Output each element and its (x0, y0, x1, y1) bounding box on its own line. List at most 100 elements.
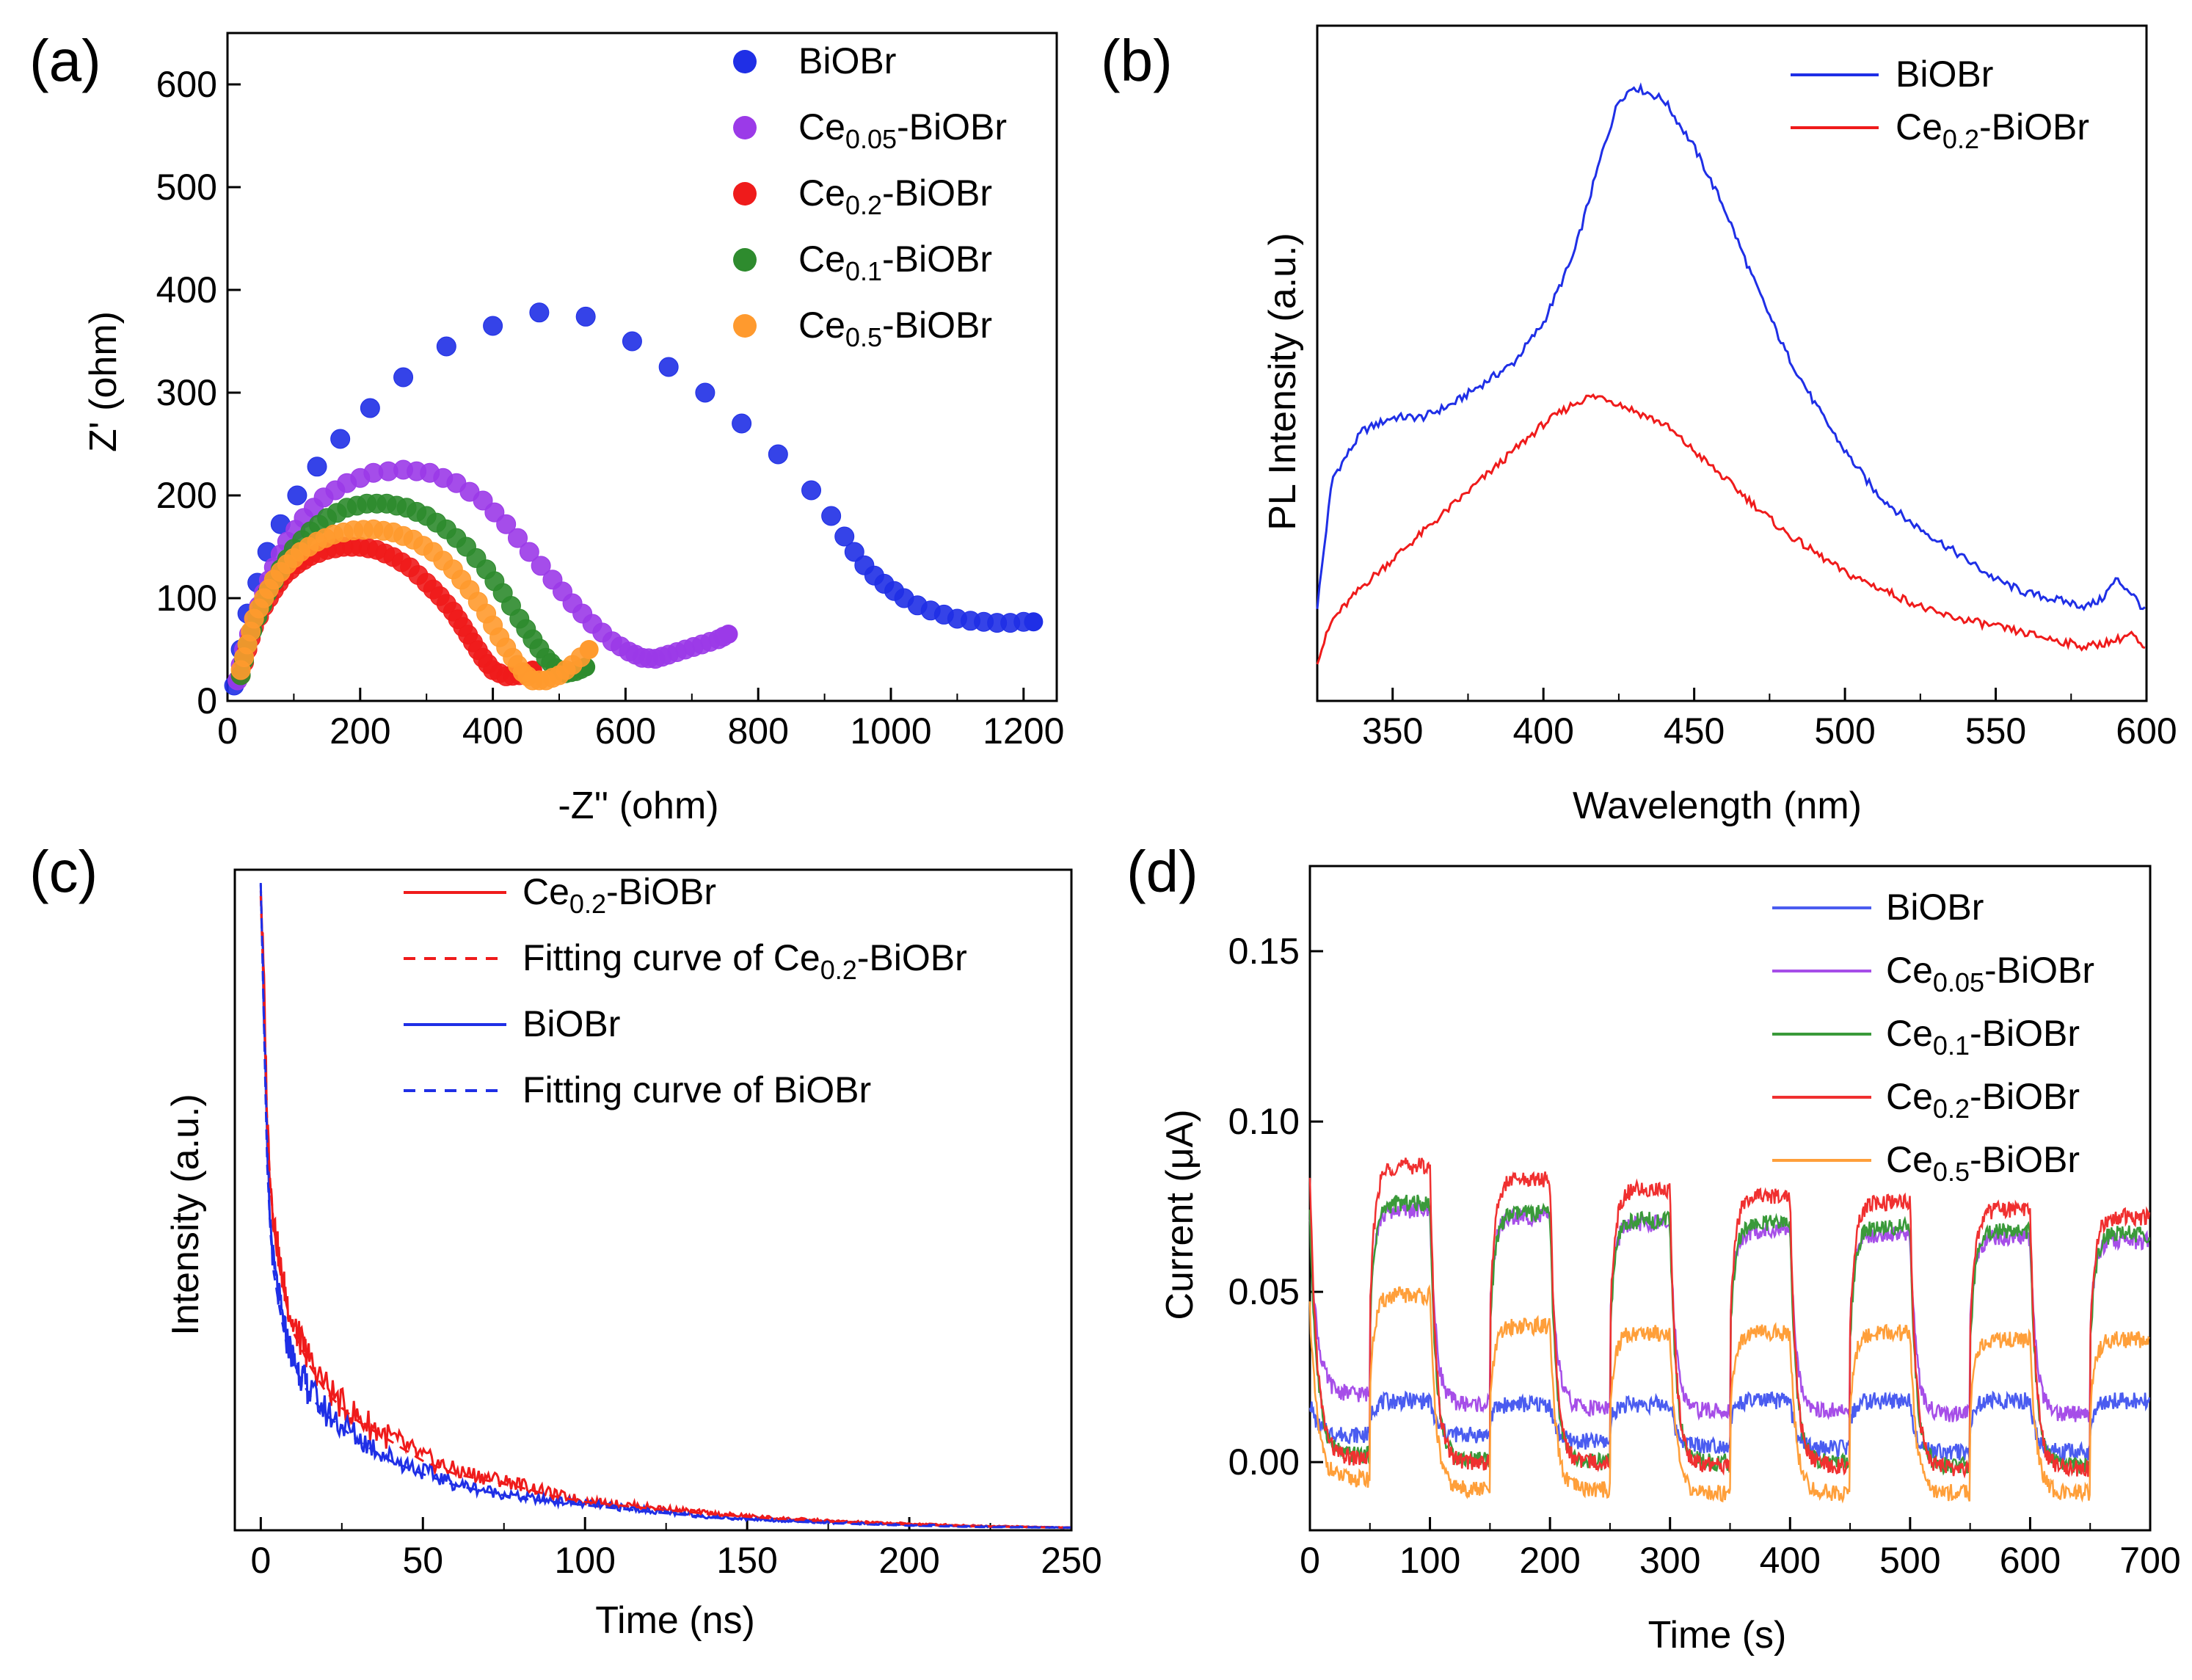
plot-frame-c (233, 868, 1073, 1532)
legend-label-c-1: Fitting curve of Ce0.2-BiOBr (522, 937, 967, 985)
data-point-a-0 (483, 316, 503, 336)
y-tick-label-a: 300 (156, 372, 217, 413)
axis-title-a-y: Z' (ohm) (82, 311, 125, 452)
panel-d-photocurrent: 0 100 200 300 400 500 600 700 0.00 0.05 0.10 0.15 Bi… (1228, 865, 2181, 1581)
y-tick-label-d: 0.05 (1228, 1271, 1300, 1312)
series-line-c-0 (259, 890, 1071, 1530)
data-point-a-0 (821, 506, 842, 526)
y-tick-label-d: 0.10 (1228, 1101, 1300, 1142)
data-point-a-0 (801, 480, 822, 501)
data-point-a-0 (575, 306, 596, 327)
data-point-a-4 (579, 640, 599, 659)
x-tick-label-d: 0 (1300, 1540, 1320, 1581)
series-line-d-4 (1308, 1284, 2150, 1504)
legend-marker-a-0 (733, 50, 757, 73)
y-tick-label-a: 600 (156, 64, 217, 105)
data-point-a-0 (844, 542, 864, 562)
panel-label-b: (b) (1101, 28, 1173, 93)
data-point-a-0 (529, 302, 550, 323)
legend-label-b-0: BiOBr (1896, 54, 1993, 95)
axis-title-c-y: Intensity (a.u.) (164, 1094, 207, 1335)
legend-marker-a-4 (733, 314, 757, 338)
data-point-a-1 (531, 556, 551, 576)
axis-title-d-x: Time (s) (1648, 1614, 1787, 1657)
legend-label-a-2: Ce0.2-BiOBr (798, 172, 992, 220)
series-line-b-0 (1316, 82, 2146, 612)
x-tick-label-a: 200 (329, 710, 390, 752)
data-point-a-0 (307, 457, 327, 477)
y-tick-label-a: 200 (156, 475, 217, 516)
x-tick-label-b: 400 (1512, 710, 1573, 752)
x-tick-label-d: 300 (1639, 1540, 1700, 1581)
data-point-a-0 (834, 526, 855, 547)
legend-label-a-3: Ce0.1-BiOBr (798, 239, 992, 286)
x-tick-label-d: 700 (2119, 1540, 2180, 1581)
legend-label-d-4: Ce0.5-BiOBr (1886, 1139, 2080, 1187)
x-tick-label-d: 500 (1879, 1540, 1940, 1581)
axis-title-b-x: Wavelength (nm) (1573, 785, 1862, 827)
legend-label-d-2: Ce0.1-BiOBr (1886, 1013, 2080, 1061)
x-tick-label-d: 200 (1519, 1540, 1580, 1581)
x-tick-label-b: 450 (1664, 710, 1725, 752)
legend-label-c-2: BiOBr (522, 1003, 620, 1044)
x-tick-label-b: 550 (1965, 710, 2026, 752)
legend-marker-a-2 (733, 182, 757, 206)
x-tick-label-a: 600 (595, 710, 656, 752)
x-tick-label-c: 150 (716, 1540, 777, 1581)
x-tick-label-b: 350 (1362, 710, 1423, 752)
series-line-c-3 (259, 882, 1071, 1529)
data-point-a-0 (436, 336, 456, 357)
x-tick-label-d: 600 (2000, 1540, 2061, 1581)
x-tick-label-c: 0 (250, 1540, 271, 1581)
data-point-a-0 (622, 331, 642, 352)
legend-marker-a-3 (733, 248, 757, 272)
panel-label-a: (a) (29, 28, 101, 93)
data-point-a-0 (393, 367, 414, 388)
x-tick-label-c: 100 (554, 1540, 615, 1581)
data-point-a-0 (360, 398, 380, 418)
legend-marker-a-1 (733, 116, 757, 139)
x-tick-label-b: 500 (1814, 710, 1875, 752)
axis-title-c-x: Time (ns) (595, 1599, 755, 1642)
legend-label-c-3: Fitting curve of BiOBr (522, 1069, 871, 1110)
x-tick-label-d: 100 (1399, 1540, 1460, 1581)
y-tick-label-d: 0.00 (1228, 1441, 1300, 1483)
data-point-a-0 (1024, 612, 1044, 632)
x-tick-label-c: 200 (878, 1540, 939, 1581)
axis-title-d-y: Current (μA) (1159, 1109, 1201, 1320)
data-point-a-0 (287, 485, 307, 506)
plot-frame-b (1316, 24, 2148, 702)
legend-label-a-0: BiOBr (798, 40, 896, 81)
x-tick-label-a: 1200 (983, 710, 1064, 752)
axis-title-b-y: PL Intensity (a.u.) (1261, 233, 1304, 531)
data-point-a-1 (496, 514, 517, 534)
legend-label-d-1: Ce0.05-BiOBr (1886, 950, 2094, 997)
legend-label-d-3: Ce0.2-BiOBr (1886, 1076, 2080, 1124)
plot-frame-a (226, 32, 1058, 702)
data-point-a-0 (768, 444, 788, 465)
y-tick-label-d: 0.15 (1228, 931, 1300, 972)
series-line-b-1 (1316, 393, 2146, 665)
legend-label-b-1: Ce0.2-BiOBr (1896, 106, 2089, 154)
data-point-a-1 (718, 625, 738, 644)
legend-label-a-4: Ce0.5-BiOBr (798, 305, 992, 352)
x-tick-label-c: 50 (402, 1540, 443, 1581)
series-line-c-1 (259, 895, 1071, 1529)
y-tick-label-a: 400 (156, 269, 217, 310)
panel-label-d: (d) (1126, 839, 1198, 904)
data-point-a-0 (330, 429, 351, 449)
x-tick-label-a: 0 (217, 710, 238, 752)
data-point-a-0 (695, 382, 716, 403)
data-point-a-0 (732, 413, 752, 434)
x-tick-label-a: 400 (462, 710, 523, 752)
panel-b-pl-spectra: 350 400 450 500 550 600 BiOBr Ce0.2-BiOBr (1316, 24, 2177, 752)
legend-label-c-0: Ce0.2-BiOBr (522, 871, 716, 919)
y-tick-label-a: 100 (156, 578, 217, 619)
x-tick-label-a: 1000 (850, 710, 931, 752)
data-point-a-0 (658, 357, 679, 377)
legend-label-a-1: Ce0.05-BiOBr (798, 106, 1007, 154)
x-tick-label-c: 250 (1041, 1540, 1102, 1581)
panel-c-decay-curves: 0 50 100 150 200 250 Ce0.2-BiOBr Fitting curve … (233, 868, 1102, 1581)
x-tick-label-a: 800 (727, 710, 788, 752)
